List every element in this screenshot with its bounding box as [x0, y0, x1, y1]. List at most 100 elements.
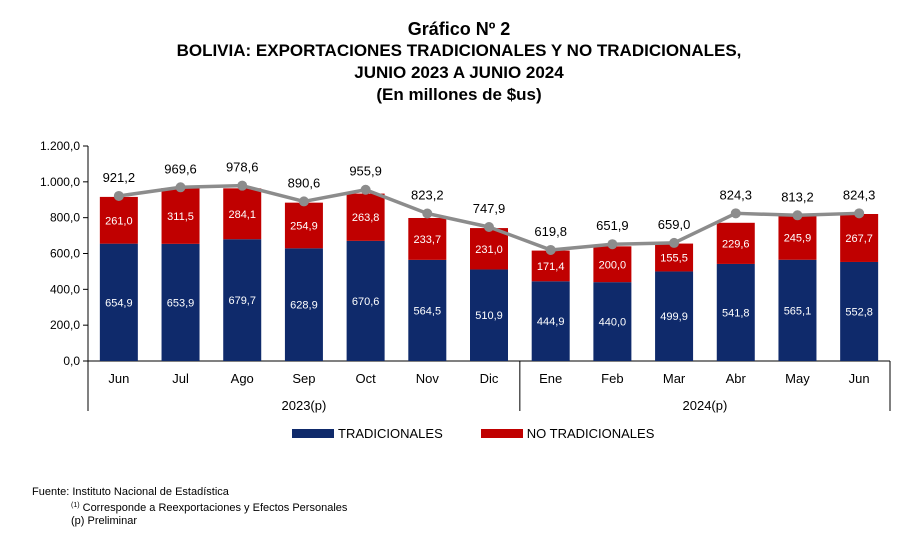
x-group-label: 2023(p): [282, 398, 327, 413]
bar-label-no-tradicionales: 261,0: [105, 215, 133, 227]
bar-no-tradicionales: [840, 213, 879, 262]
bar-tradicionales: [655, 271, 694, 361]
total-label: 747,9: [473, 201, 506, 216]
bar-tradicionales: [716, 263, 755, 361]
total-label: 978,6: [226, 160, 259, 175]
y-tick-label: 1.000,0: [40, 175, 80, 189]
total-label: 921,2: [103, 170, 136, 185]
total-point: [422, 208, 433, 219]
legend-label-tradicionales: TRADICIONALES: [338, 426, 443, 441]
bar-no-tradicionales: [223, 188, 262, 240]
total-label: 823,2: [411, 188, 444, 203]
total-point: [175, 182, 186, 193]
total-point: [669, 237, 680, 248]
bar-label-tradicionales: 679,7: [228, 295, 256, 307]
bar-label-tradicionales: 510,9: [475, 310, 503, 322]
bar-tradicionales: [470, 269, 508, 361]
bar-no-tradicionales: [161, 188, 200, 244]
y-tick-label: 600,0: [50, 247, 80, 261]
bar-label-tradicionales: 670,6: [352, 296, 380, 308]
x-tick-label: Jul: [172, 371, 189, 386]
bar-no-tradicionales: [346, 193, 385, 241]
chart-legend: TRADICIONALES NO TRADICIONALES: [292, 426, 692, 441]
x-group-label: 2024(p): [683, 398, 728, 413]
bar-tradicionales: [593, 282, 632, 361]
legend-item-no-tradicionales: NO TRADICIONALES: [480, 426, 654, 441]
bar-label-tradicionales: 440,0: [599, 317, 627, 329]
bar-tradicionales: [161, 243, 200, 361]
x-tick-label: May: [785, 371, 810, 386]
bar-no-tradicionales: [470, 228, 508, 270]
x-tick-label: Jun: [108, 371, 129, 386]
bar-tradicionales: [99, 243, 138, 361]
total-point: [607, 239, 618, 250]
total-label: 813,2: [781, 189, 814, 204]
x-tick-label: Ene: [539, 371, 562, 386]
total-point: [854, 208, 865, 219]
total-label: 651,9: [596, 218, 629, 233]
total-label: 890,6: [288, 175, 321, 190]
chart-titles: Gráfico Nº 2 BOLIVIA: EXPORTACIONES TRAD…: [0, 18, 918, 106]
footnote-1: (1) Corresponde a Reexportaciones y Efec…: [32, 499, 347, 515]
total-label: 955,9: [349, 164, 382, 179]
total-point: [113, 190, 124, 201]
x-tick-label: Mar: [663, 371, 686, 386]
bar-no-tradicionales: [284, 202, 323, 249]
x-tick-label: Oct: [355, 371, 376, 386]
total-label: 824,3: [843, 187, 876, 202]
total-point: [298, 196, 309, 207]
x-tick-label: Ago: [231, 371, 254, 386]
x-tick-label: Sep: [292, 371, 315, 386]
legend-swatch-tradicionales: [292, 429, 334, 438]
bar-label-no-tradicionales: 155,5: [660, 253, 688, 265]
footnote-1-mark: (1): [71, 502, 80, 509]
bar-label-no-tradicionales: 263,8: [352, 212, 380, 224]
total-point: [545, 244, 556, 255]
total-label: 824,3: [719, 187, 752, 202]
bar-label-no-tradicionales: 231,0: [475, 244, 503, 256]
bar-no-tradicionales: [408, 217, 447, 260]
bar-tradicionales: [284, 248, 323, 361]
y-tick-label: 400,0: [50, 282, 80, 296]
bar-label-no-tradicionales: 171,4: [537, 261, 565, 273]
footnote-2: (p) Preliminar: [71, 515, 138, 527]
y-tick-label: 1.200,0: [40, 139, 80, 153]
bar-label-no-tradicionales: 267,7: [845, 233, 873, 245]
chart-subtitle-2: JUNIO 2023 A JUNIO 2024: [354, 63, 564, 82]
bar-no-tradicionales: [531, 250, 570, 282]
x-tick-label: Dic: [480, 371, 499, 386]
bar-label-tradicionales: 653,9: [167, 297, 195, 309]
bar-no-tradicionales: [593, 246, 632, 283]
y-tick-label: 200,0: [50, 318, 80, 332]
bar-tradicionales: [840, 261, 879, 361]
total-point: [360, 184, 371, 195]
bar-tradicionales: [531, 281, 570, 361]
total-point: [237, 180, 248, 191]
bar-label-no-tradicionales: 229,6: [722, 238, 750, 250]
chart-subtitle-1: BOLIVIA: EXPORTACIONES TRADICIONALES Y N…: [176, 41, 742, 60]
legend-item-tradicionales: TRADICIONALES: [292, 426, 443, 441]
bar-no-tradicionales: [778, 215, 817, 260]
bar-no-tradicionales: [99, 196, 138, 244]
chart-subtitle-3: (En millones de $us): [376, 85, 542, 104]
bar-tradicionales: [408, 259, 447, 361]
bar-label-tradicionales: 654,9: [105, 297, 133, 309]
bar-label-no-tradicionales: 284,1: [228, 209, 256, 221]
footnote-1-text: Corresponde a Reexportaciones y Efectos …: [79, 502, 348, 514]
bar-tradicionales: [778, 259, 817, 361]
total-label: 659,0: [658, 217, 691, 232]
bar-no-tradicionales: [716, 222, 755, 264]
bar-label-no-tradicionales: 245,9: [784, 233, 812, 245]
chart-footer: Fuente: Instituto Nacional de Estadístic…: [32, 486, 347, 528]
total-label: 969,6: [164, 161, 197, 176]
x-tick-label: Abr: [726, 371, 747, 386]
total-point: [792, 210, 803, 221]
bar-label-tradicionales: 552,8: [845, 306, 873, 318]
legend-swatch-no-tradicionales: [480, 429, 523, 438]
bar-label-no-tradicionales: 200,0: [599, 259, 627, 271]
bar-no-tradicionales: [655, 243, 694, 272]
bar-label-tradicionales: 628,9: [290, 300, 318, 312]
x-tick-label: Feb: [601, 371, 623, 386]
y-tick-label: 800,0: [50, 211, 80, 225]
